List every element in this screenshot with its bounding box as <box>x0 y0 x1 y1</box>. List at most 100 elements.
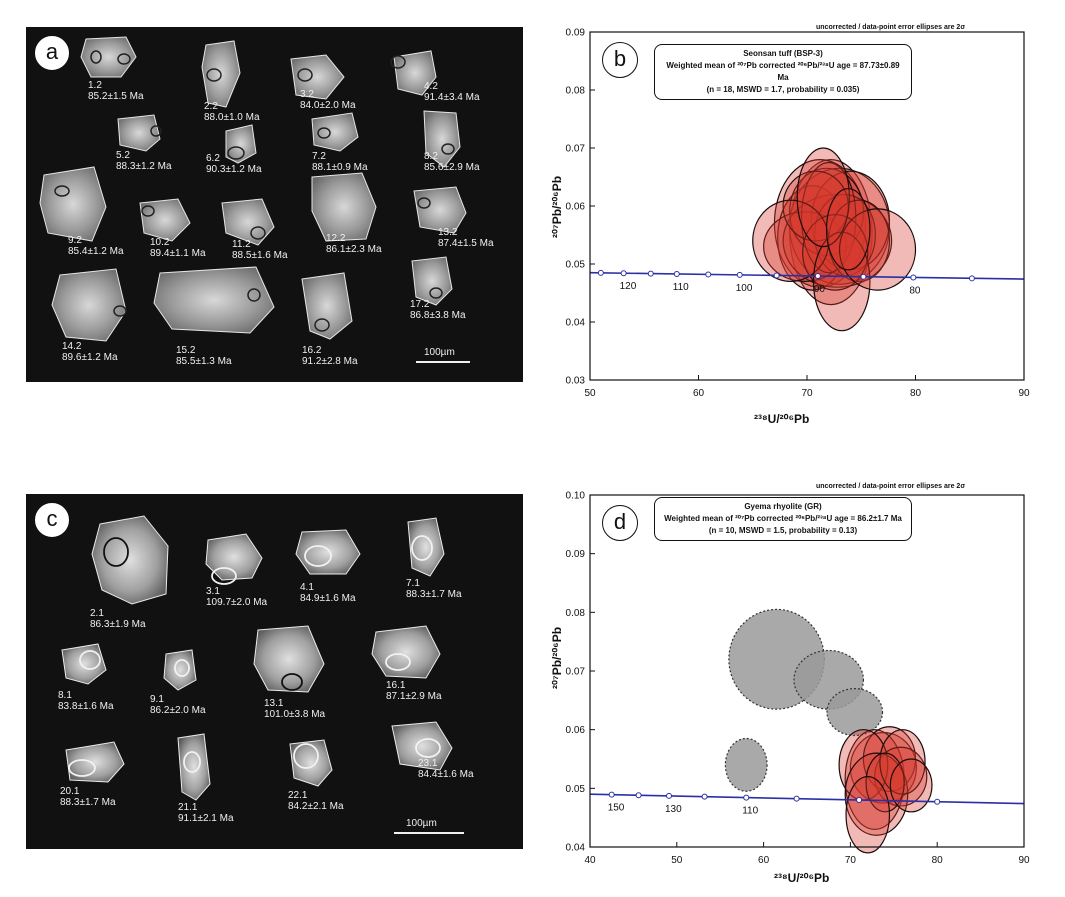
x-tick-label: 60 <box>693 388 705 399</box>
grain-label: 4.1 84.9±1.6 Ma <box>300 582 356 604</box>
concordia-age-marker <box>608 791 615 798</box>
zircon-image-panel-c: c 2.1 86.3±1.9 Ma 3.1 109.7±2.0 Ma 4.1 84.9… <box>26 494 523 849</box>
y-tick-label: 0.09 <box>566 549 586 560</box>
x-tick-label: 90 <box>1018 855 1030 866</box>
weighted-mean-age: Weighted mean of ²⁰⁷Pb corrected ²⁰⁶Pb/²… <box>664 514 902 523</box>
concordia-age-marker <box>743 794 750 801</box>
concordia-age-marker <box>773 272 780 279</box>
grain-label: 14.2 89.6±1.2 Ma <box>62 341 118 363</box>
concordia-age-marker <box>673 270 680 277</box>
zircon-grains-drawing-c <box>61 515 453 801</box>
y-tick-label: 0.07 <box>566 144 586 155</box>
concordia-age-marker <box>934 798 941 805</box>
concordia-age-marker <box>701 793 708 800</box>
grain-label: 9.1 86.2±2.0 Ma <box>150 694 206 716</box>
y-axis-label: ²⁰⁷Pb/²⁰⁶Pb <box>550 175 565 239</box>
concordia-age-label: 150 <box>608 803 625 814</box>
grain-label: 21.1 91.1±2.1 Ma <box>178 802 234 824</box>
concordia-age-marker <box>635 792 642 799</box>
grain-label: 7.1 88.3±1.7 Ma <box>406 578 462 600</box>
grain-label: 5.2 88.3±1.2 Ma <box>116 150 172 172</box>
y-tick-label: 0.03 <box>566 376 586 387</box>
zircon-grains-drawing-a <box>39 36 467 342</box>
grain-label: 3.1 109.7±2.0 Ma <box>206 586 268 608</box>
concordia-age-marker <box>597 269 604 276</box>
x-tick-label: 50 <box>671 855 683 866</box>
grain-label: 6.2 90.3±1.2 Ma <box>206 153 262 175</box>
y-tick-label: 0.05 <box>566 260 586 271</box>
x-tick-label: 70 <box>801 388 813 399</box>
error-ellipse <box>762 211 847 283</box>
scale-bar <box>394 832 464 834</box>
x-tick-label: 40 <box>584 855 596 866</box>
error-ellipse <box>845 776 891 854</box>
grain-label: 7.2 88.1±0.9 Ma <box>312 151 368 173</box>
concordia-age-marker <box>620 270 627 277</box>
y-axis-label: ²⁰⁷Pb/²⁰⁶Pb <box>550 626 565 690</box>
panel-letter-a: a <box>34 35 70 71</box>
error-ellipse-excluded <box>724 737 768 792</box>
grain-label: 1.2 85.2±1.5 Ma <box>88 80 144 102</box>
x-tick-label: 60 <box>758 855 770 866</box>
grain-label: 8.2 85.6±2.9 Ma <box>424 151 480 173</box>
concordia-line <box>589 793 1025 805</box>
concordia-plot-b: 120 110 100 90 80 50 60 70 80 90 0.03 0.04 0.05 0.06 0… <box>566 28 1030 400</box>
grain-label: 11.2 88.5±1.6 Ma <box>232 239 288 261</box>
concordia-age-label: 90 <box>814 284 826 295</box>
concordia-chart-d: 150 130 110 40 50 60 70 80 90 0.04 0.05 0.06 0.07 0.0… <box>530 475 1065 897</box>
grain-label: 2.2 88.0±1.0 Ma <box>204 101 260 123</box>
y-tick-label: 0.04 <box>566 318 586 329</box>
concordia-age-label: 110 <box>673 282 689 293</box>
scale-bar-label: 100µm <box>406 818 437 829</box>
sample-name: Seonsan tuff (BSP-3) <box>743 49 823 58</box>
y-tick-label: 0.05 <box>566 784 586 795</box>
grain-label: 3.2 84.0±2.0 Ma <box>300 89 356 111</box>
error-ellipse <box>752 199 830 283</box>
error-ellipse <box>849 731 917 804</box>
y-tick-label: 0.08 <box>566 86 586 97</box>
statistics: (n = 10, MSWD = 1.5, probability = 0.13) <box>708 526 858 535</box>
statistics: (n = 18, MSWD = 1.7, probability = 0.035… <box>706 85 860 94</box>
panel-letter-d: d <box>602 505 638 541</box>
scale-bar-label: 100µm <box>424 347 455 358</box>
error-ellipse <box>865 752 905 813</box>
grain-label: 10.2 89.4±1.1 Ma <box>150 237 206 259</box>
grain-label: 23.1 84.4±1.6 Ma <box>418 758 474 780</box>
concordia-age-marker <box>968 275 975 282</box>
grain-label: 13.2 87.4±1.5 Ma <box>438 227 494 249</box>
panel-letter-b: b <box>602 42 638 78</box>
grain-label: 20.1 88.3±1.7 Ma <box>60 786 116 808</box>
concordia-plot-d: 150 130 110 40 50 60 70 80 90 0.04 0.05 0.06 0.07 0.0… <box>566 491 1030 867</box>
concordia-age-marker <box>910 274 917 281</box>
concordia-age-label: 80 <box>909 285 921 296</box>
error-ellipse <box>796 147 850 248</box>
y-tick-label: 0.10 <box>566 491 586 502</box>
concordia-age-label: 120 <box>620 281 637 292</box>
zircon-image-panel-a: a 1.2 85.2±1.5 Ma 2.2 88.0±1.0 Ma 3.2 84.0±… <box>26 27 523 382</box>
concordia-age-marker <box>860 273 867 280</box>
concordia-age-label: 100 <box>736 283 753 294</box>
x-axis-label: ²³⁸U/²⁰⁶Pb <box>754 412 810 426</box>
weighted-mean-age: Weighted mean of ²⁰⁷Pb corrected ²⁰⁶Pb/²… <box>666 61 900 82</box>
x-tick-label: 90 <box>1018 388 1030 399</box>
y-tick-label: 0.04 <box>566 843 586 854</box>
weighted-mean-box: Gyema rhyolite (GR) Weighted mean of ²⁰⁷… <box>654 497 912 541</box>
concordia-age-label: 110 <box>742 806 758 817</box>
concordia-age-marker <box>793 795 800 802</box>
chart-note: uncorrected / data-point error ellipses … <box>816 24 966 31</box>
y-tick-label: 0.07 <box>566 667 586 678</box>
grain-label: 16.1 87.1±2.9 Ma <box>386 680 442 702</box>
error-ellipse <box>889 758 933 813</box>
weighted-mean-box: Seonsan tuff (BSP-3) Weighted mean of ²⁰… <box>654 44 912 100</box>
grain-label: 2.1 86.3±1.9 Ma <box>90 608 146 630</box>
grain-label: 16.2 91.2±2.8 Ma <box>302 345 358 367</box>
error-ellipse <box>825 188 871 271</box>
grain-label: 13.1 101.0±3.8 Ma <box>264 698 326 720</box>
grain-label: 15.2 85.5±1.3 Ma <box>176 345 232 367</box>
x-tick-label: 80 <box>910 388 922 399</box>
grain-label: 22.1 84.2±2.1 Ma <box>288 790 344 812</box>
concordia-age-marker <box>705 271 712 278</box>
y-tick-label: 0.09 <box>566 28 586 39</box>
concordia-chart-b: 120 110 100 90 80 50 60 70 80 90 0.03 0.04 0.05 0.06 0… <box>530 0 1065 440</box>
concordia-age-marker <box>814 273 821 280</box>
